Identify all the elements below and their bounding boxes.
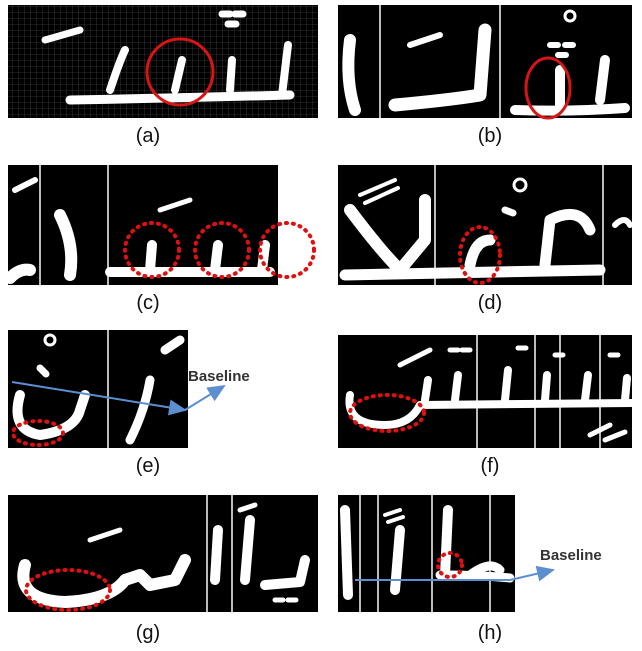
panel-label: (b) — [478, 125, 502, 147]
rect — [338, 495, 515, 612]
panel-b: (b) — [338, 5, 632, 147]
panel-a: (a) — [8, 5, 318, 147]
panel-e: Baseline (e) — [8, 330, 250, 477]
annotation: Baseline — [540, 547, 602, 564]
ink — [40, 368, 46, 374]
panel-label: (e) — [136, 455, 160, 477]
panel-c: (c) — [8, 165, 314, 314]
panel-g: (g) — [8, 495, 318, 644]
ink — [505, 210, 513, 213]
figure: (a) (b) (c) — [0, 0, 642, 651]
panel-label: (d) — [478, 292, 502, 314]
panel-f: (f) — [338, 335, 632, 477]
panel-label: (a) — [136, 125, 160, 147]
base — [185, 386, 224, 410]
panel-label: (h) — [478, 622, 502, 644]
ink — [70, 95, 290, 100]
panel-label: (g) — [136, 622, 160, 644]
ink — [348, 40, 355, 110]
panel-label: (f) — [481, 455, 500, 477]
panel-d: (d) — [338, 165, 632, 314]
panel-label: (c) — [136, 292, 159, 314]
annotation: Baseline — [188, 368, 250, 385]
panel-h: Baseline (h) — [338, 495, 602, 644]
rect — [8, 495, 318, 612]
